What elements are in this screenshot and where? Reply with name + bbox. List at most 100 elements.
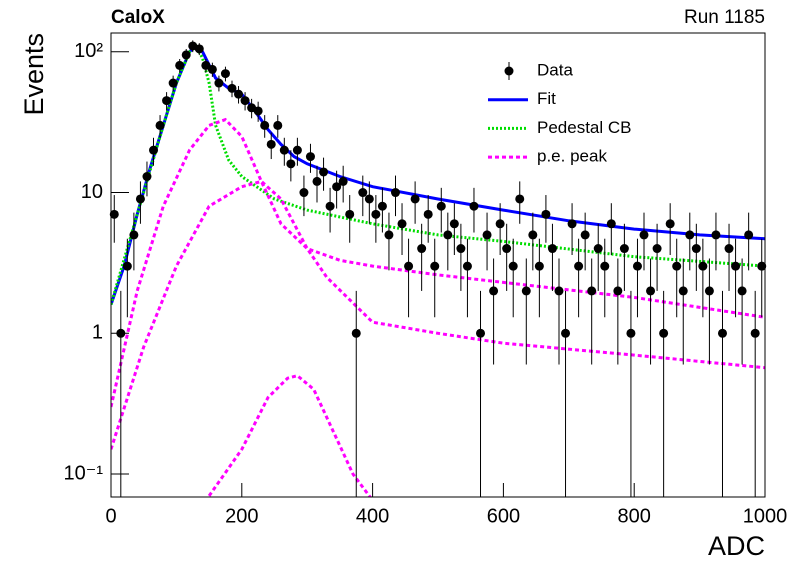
data-point: [214, 78, 224, 88]
data-point: [234, 89, 244, 99]
data-point: [220, 69, 230, 79]
data-point: [521, 286, 531, 296]
legend-label: Pedestal CB: [537, 118, 632, 137]
x-tick-label: 400: [356, 505, 389, 527]
y-tick-label: 10⁻¹: [64, 462, 104, 484]
data-point: [698, 261, 708, 271]
data-point: [338, 176, 348, 186]
data-point: [201, 60, 211, 70]
data-point: [561, 328, 571, 338]
legend-label: Fit: [537, 89, 556, 108]
data-point: [626, 328, 636, 338]
legend-marker: [504, 66, 514, 76]
data-point: [168, 78, 178, 88]
data-point: [574, 261, 584, 271]
data-point: [175, 60, 185, 70]
legend-label: Data: [537, 60, 573, 79]
data-point: [613, 286, 623, 296]
y-tick-label: 1: [92, 322, 103, 344]
data-point: [181, 50, 191, 60]
legend-label: p.e. peak: [537, 147, 607, 166]
data-point: [580, 230, 590, 240]
data-point: [436, 201, 446, 211]
data-point: [345, 209, 355, 219]
data-point: [266, 139, 276, 149]
chart-subtitle: Run 1185: [684, 7, 765, 28]
y-tick-label: 10²: [74, 40, 103, 62]
data-point: [142, 172, 152, 182]
data-point: [757, 261, 767, 271]
chart-title: CaloX: [111, 7, 165, 28]
data-point: [260, 120, 270, 130]
data-point: [515, 194, 525, 204]
data-point: [534, 261, 544, 271]
frame: [110, 32, 766, 498]
data-point: [390, 188, 400, 198]
x-tick-label: 800: [618, 505, 651, 527]
data-point: [724, 244, 734, 254]
data-point: [109, 209, 119, 219]
data-point: [646, 286, 656, 296]
data-point: [508, 261, 518, 271]
data-point: [685, 230, 695, 240]
data-point: [462, 261, 472, 271]
data-point: [528, 230, 538, 240]
data-point: [619, 244, 629, 254]
data-point: [207, 64, 217, 74]
data-point: [587, 286, 597, 296]
data-point: [129, 230, 139, 240]
data-point: [456, 244, 466, 254]
data-point: [659, 328, 669, 338]
data-point: [273, 120, 283, 130]
data-point: [476, 328, 486, 338]
data-point: [665, 219, 675, 229]
data-point: [358, 188, 368, 198]
data-point: [600, 261, 610, 271]
data-point: [717, 328, 727, 338]
x-tick-label: 600: [487, 505, 520, 527]
data-point: [397, 219, 407, 229]
data-point: [299, 188, 309, 198]
data-point: [279, 145, 289, 155]
data-point: [495, 219, 505, 229]
data-point: [704, 286, 714, 296]
data-point: [116, 328, 126, 338]
data-point: [502, 244, 512, 254]
curve: [111, 117, 765, 408]
data-point: [371, 209, 381, 219]
data-point: [305, 152, 315, 162]
x-axis-label: ADC: [708, 531, 765, 561]
data-point: [606, 219, 616, 229]
data-point: [744, 230, 754, 240]
data-point: [541, 209, 551, 219]
x-tick-label: 1000: [743, 505, 788, 527]
data-point: [384, 230, 394, 240]
data-point: [319, 167, 329, 177]
data-point: [423, 209, 433, 219]
data-point: [639, 230, 649, 240]
data-point: [135, 194, 145, 204]
data-point: [162, 96, 172, 106]
data-point: [678, 286, 688, 296]
data-point: [364, 194, 374, 204]
data-point: [332, 182, 342, 192]
data-point: [554, 286, 564, 296]
data-point: [672, 261, 682, 271]
data-point: [155, 120, 165, 130]
data-point: [240, 96, 250, 106]
data-point: [547, 244, 557, 254]
data-point: [691, 244, 701, 254]
data-point: [404, 261, 414, 271]
data-point: [417, 244, 427, 254]
data-point: [292, 145, 302, 155]
y-tick-label: 10: [81, 181, 103, 203]
data-point: [377, 201, 387, 211]
data-point: [253, 106, 263, 116]
data-point: [711, 230, 721, 240]
data-point: [443, 230, 453, 240]
data-point: [737, 286, 747, 296]
data-point: [149, 145, 159, 155]
data-point: [593, 244, 603, 254]
